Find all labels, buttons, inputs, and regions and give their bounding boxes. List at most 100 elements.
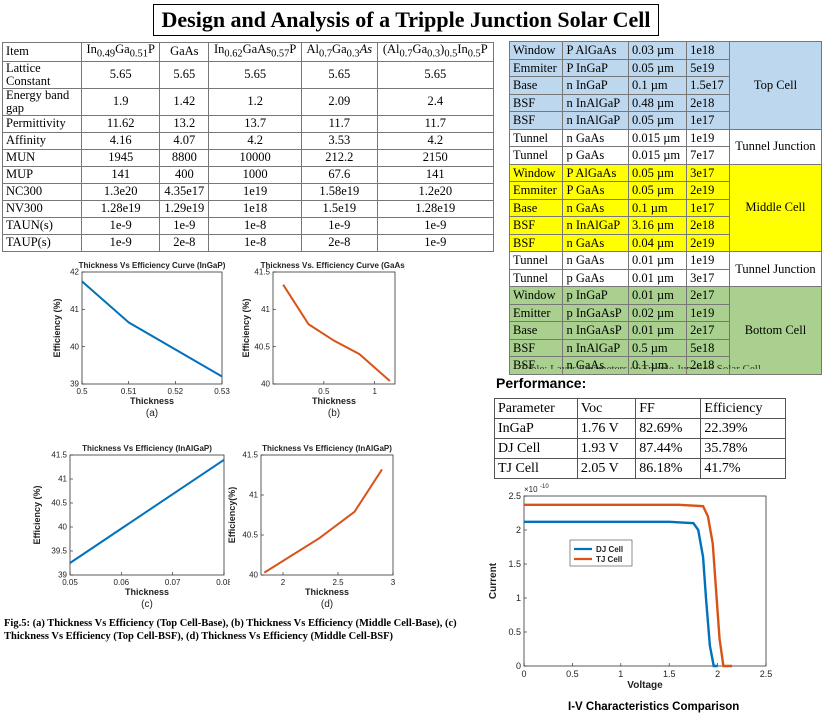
layer-row: Emmiter P GaAs 0.05 µm 2e19 bbox=[508, 181, 822, 200]
legend-box bbox=[569, 539, 633, 567]
table-row: TAUP(s) 1e-9 2e-8 1e-8 2e-8 1e-9 bbox=[2, 233, 495, 252]
layer-thickness-cell: 3.16 µm bbox=[627, 216, 688, 235]
table-cell: 1e-9 bbox=[80, 233, 161, 252]
header-col4: Al0.7Ga0.3As bbox=[301, 42, 378, 62]
table-cell: 4.2 bbox=[208, 131, 303, 150]
perf-cell: 87.44% bbox=[635, 438, 702, 459]
layer-layer-cell: Window bbox=[508, 41, 564, 60]
layer-layer-cell: Base bbox=[508, 76, 564, 95]
layer-doping-cell: 2e19 bbox=[686, 181, 730, 200]
row-label: NC300 bbox=[2, 182, 82, 201]
x-tick-label: 0.53 bbox=[214, 387, 230, 396]
y-tick-label: 41.5 bbox=[242, 451, 258, 460]
perf-cell: DJ Cell bbox=[494, 438, 578, 459]
x-axis-label: Thickness bbox=[305, 587, 349, 597]
layer-thickness-cell: 0.05 µm bbox=[627, 181, 688, 200]
table-cell: 8800 bbox=[159, 148, 210, 167]
table-cell: 2.09 bbox=[301, 87, 378, 116]
layer-doping-cell: 1e17 bbox=[686, 111, 730, 130]
layer-group-bottom: Bottom Cell bbox=[728, 286, 823, 375]
y-axis-label: Efficiency(%) bbox=[227, 487, 237, 544]
layer-thickness-cell: 0.05 µm bbox=[627, 163, 688, 182]
layer-row: Emitter p InGaAsP 0.02 µm 1e19 bbox=[508, 303, 822, 322]
x-axis-label: Voltage bbox=[627, 680, 663, 691]
page-title: Design and Analysis of a Tripple Junctio… bbox=[153, 4, 659, 36]
x-tick-label: 0.06 bbox=[114, 578, 130, 587]
table-cell: 11.7 bbox=[376, 114, 495, 133]
table-row: InGaP 1.76 V 82.69% 22.39% bbox=[494, 418, 786, 439]
table-cell: 5.65 bbox=[159, 60, 210, 89]
plot-area bbox=[523, 495, 767, 667]
row-label: MUP bbox=[2, 165, 82, 184]
layer-structure-table: Window P AlGaAs 0.03 µm 1e18 Top Cell Emmiter… bbox=[508, 41, 823, 375]
layer-row: Base n GaAs 0.1 µm 1e17 bbox=[508, 198, 822, 217]
layer-group-middle: Middle Cell bbox=[728, 163, 823, 252]
layer-doping-cell: 2e18 bbox=[686, 216, 730, 235]
material-parameter-table: Item In0.49Ga0.51P GaAs In0.62GaAs0.57P … bbox=[2, 42, 495, 252]
row-label: Affinity bbox=[2, 131, 82, 150]
y-tick-label: 41.5 bbox=[51, 451, 67, 460]
x-tick-label: 0.5 bbox=[318, 387, 330, 396]
row-label: MUN bbox=[2, 148, 82, 167]
layer-thickness-cell: 0.015 µm bbox=[627, 146, 688, 165]
table-cell: 1e-9 bbox=[376, 216, 495, 235]
header-col2: GaAs bbox=[159, 42, 210, 62]
layer-material-cell: p InGaP bbox=[562, 286, 629, 305]
perf-header-cell: Parameter bbox=[494, 398, 578, 419]
table-cell: 4.35e17 bbox=[159, 182, 210, 201]
subfigure-label: (a) bbox=[146, 408, 158, 419]
layer-doping-cell: 1e18 bbox=[686, 41, 730, 60]
layer-doping-cell: 2e18 bbox=[686, 356, 730, 375]
layer-doping-cell: 1.5e17 bbox=[686, 76, 730, 95]
layer-layer-cell: BSF bbox=[508, 338, 564, 357]
table-cell: 1.3e20 bbox=[80, 182, 161, 201]
perf-cell: 1.93 V bbox=[576, 438, 637, 459]
table-cell: 1000 bbox=[208, 165, 303, 184]
series-line bbox=[282, 284, 391, 382]
chart-title: Thickness Vs Efficiency (InAlGaP) bbox=[262, 444, 392, 453]
layer-material-cell: p InGaAsP bbox=[562, 303, 629, 322]
y-tick-label: 41 bbox=[58, 475, 67, 484]
chart-d: 2 2.5 3 40 40.5 41 41.5 Thickness Vs Efficiency… bbox=[227, 444, 396, 610]
table-cell: 212.2 bbox=[301, 148, 378, 167]
legend-label: TJ Cell bbox=[596, 555, 622, 564]
y-tick-label: 1.5 bbox=[508, 559, 521, 569]
row-label: Energy band gap bbox=[2, 87, 82, 116]
table-cell: 13.2 bbox=[159, 114, 210, 133]
layer-thickness-cell: 0.04 µm bbox=[627, 233, 688, 252]
y-tick-label: 41 bbox=[249, 491, 258, 500]
series-line bbox=[263, 468, 383, 574]
y-tick-label: 40.5 bbox=[254, 342, 270, 351]
plot-area bbox=[69, 454, 225, 576]
x-tick-label: 2.5 bbox=[332, 578, 344, 587]
header-col5: (Al0.7Ga0.3)0.5In0.5P bbox=[376, 42, 495, 62]
layer-thickness-cell: 0.015 µm bbox=[627, 128, 688, 147]
table-cell: 11.7 bbox=[301, 114, 378, 133]
table-row: Permittivity 11.62 13.2 13.7 11.7 11.7 bbox=[2, 114, 495, 133]
x-axis-label: Thickness bbox=[125, 587, 169, 597]
x-tick-label: 1 bbox=[372, 387, 377, 396]
table-row: NV300 1.28e19 1.29e19 1e18 1.5e19 1.28e19 bbox=[2, 199, 495, 218]
layer-material-cell: n InAlGaP bbox=[562, 93, 629, 112]
y-tick-label: 40 bbox=[70, 342, 79, 351]
table-row: Affinity 4.16 4.07 4.2 3.53 4.2 bbox=[2, 131, 495, 150]
layer-layer-cell: Emmiter bbox=[508, 58, 564, 77]
layer-material-cell: P GaAs bbox=[562, 181, 629, 200]
perf-cell: 1.76 V bbox=[576, 418, 637, 439]
y-tick-label: 2 bbox=[516, 525, 521, 535]
layer-material-cell: n InAlGaP bbox=[562, 111, 629, 130]
iv-chart-caption: I-V Characteristics Comparison bbox=[568, 701, 740, 713]
x-tick-label: 2 bbox=[715, 669, 720, 679]
layer-material-cell: p GaAs bbox=[562, 146, 629, 165]
layer-thickness-cell: 0.03 µm bbox=[627, 41, 688, 60]
layer-thickness-cell: 0.02 µm bbox=[627, 303, 688, 322]
subfigure-label: (c) bbox=[141, 599, 153, 610]
y-tick-label: 42 bbox=[70, 268, 79, 277]
x-tick-label: 0.07 bbox=[165, 578, 181, 587]
plot-area bbox=[272, 271, 396, 385]
layer-layer-cell: BSF bbox=[508, 111, 564, 130]
y-tick-label: 2.5 bbox=[508, 491, 521, 501]
series-line bbox=[524, 503, 733, 668]
table-cell: 1e-9 bbox=[159, 216, 210, 235]
